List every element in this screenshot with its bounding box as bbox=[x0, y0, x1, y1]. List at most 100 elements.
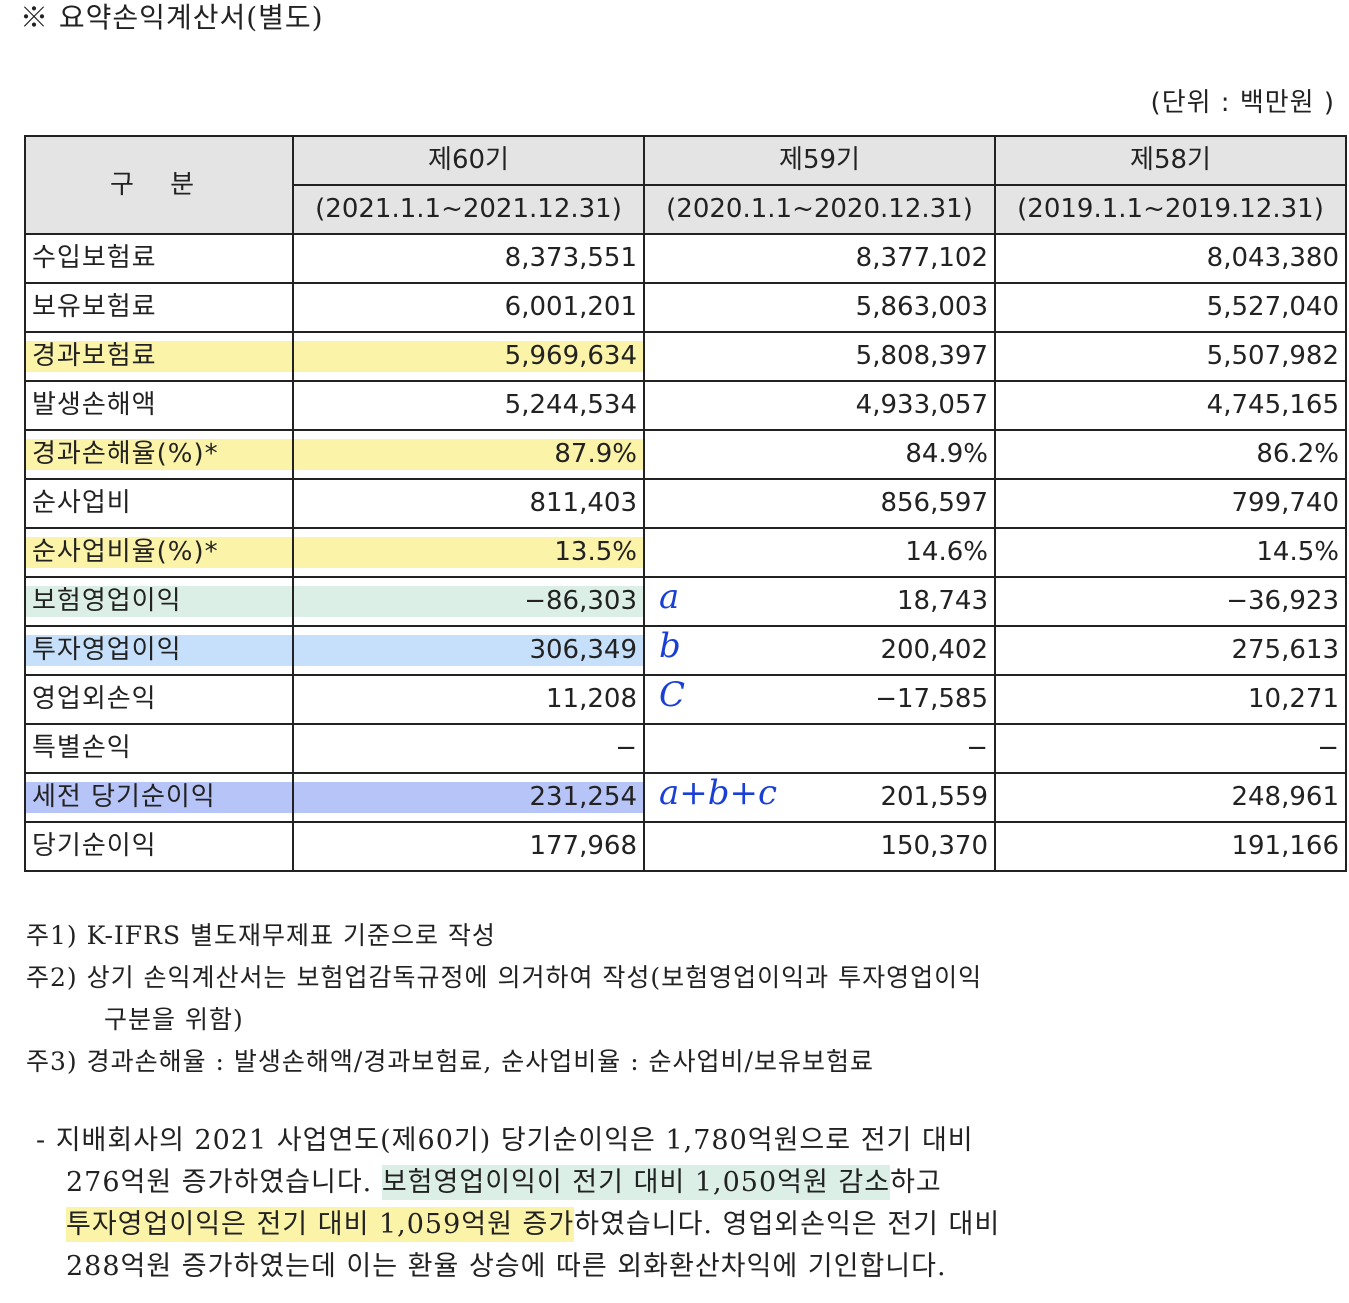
value-text: 14.6% bbox=[905, 537, 988, 567]
value-cell-period-60: − bbox=[292, 723, 645, 774]
note-1: 주1) K-IFRS 별도재무제표 기준으로 작성 bbox=[26, 921, 496, 950]
value-cell-period-58: 10,271 bbox=[994, 674, 1347, 725]
row-label: 보유보험료 bbox=[24, 282, 294, 333]
highlight-bar bbox=[26, 782, 292, 813]
row-label: 세전 당기순이익 bbox=[24, 772, 294, 823]
row-label-text: 경과보험료 bbox=[32, 341, 157, 371]
value-text: 10,271 bbox=[1248, 684, 1339, 714]
value-cell-period-58: −36,923 bbox=[994, 576, 1347, 627]
row-label: 발생손해액 bbox=[24, 380, 294, 431]
value-text: 5,507,982 bbox=[1206, 341, 1339, 371]
table-row: 투자영업이익 306,349 200,402 b 275,613 bbox=[24, 625, 1347, 676]
value-text: 811,403 bbox=[529, 488, 637, 518]
highlight-bar bbox=[294, 635, 643, 666]
value-text: 856,597 bbox=[880, 488, 988, 518]
table-row: 순사업비 811,403 856,597 799,740 bbox=[24, 478, 1347, 529]
value-text: 86.2% bbox=[1256, 439, 1339, 469]
value-cell-period-59: 150,370 bbox=[643, 821, 996, 872]
summary-line-2: 276억원 증가하였습니다. 보험영업이익이 전기 대비 1,050억원 감소하… bbox=[36, 1162, 1336, 1204]
highlight-bar bbox=[26, 586, 292, 617]
value-text: 11,208 bbox=[546, 684, 637, 714]
value-text: 8,043,380 bbox=[1206, 243, 1339, 273]
highlight-insurance-decrease: 보험영업이익이 전기 대비 1,050억원 감소 bbox=[381, 1165, 891, 1200]
highlight-investment-increase: 투자영업이익은 전기 대비 1,059억원 증가 bbox=[66, 1207, 575, 1242]
value-text: 5,863,003 bbox=[855, 292, 988, 322]
row-label: 수입보험료 bbox=[24, 233, 294, 284]
header-category: 구 분 bbox=[24, 135, 294, 235]
value-text: 177,968 bbox=[529, 831, 637, 861]
value-cell-period-59: 8,377,102 bbox=[643, 233, 996, 284]
value-text: 201,559 bbox=[880, 782, 988, 812]
value-cell-period-59: − bbox=[643, 723, 996, 774]
value-cell-period-60: −86,303 bbox=[292, 576, 645, 627]
row-label-text: 수입보험료 bbox=[32, 243, 157, 273]
table-row: 영업외손익 11,208 −17,585 C 10,271 bbox=[24, 674, 1347, 725]
value-cell-period-58: 86.2% bbox=[994, 429, 1347, 480]
summary-line-1: - 지배회사의 2021 사업연도(제60기) 당기순이익은 1,780억원으로… bbox=[36, 1125, 974, 1156]
value-cell-period-60: 5,244,534 bbox=[292, 380, 645, 431]
highlight-bar bbox=[294, 782, 643, 813]
header-row-ranges: (2021.1.1~2021.12.31) (2020.1.1~2020.12.… bbox=[25, 184, 1347, 235]
value-text: − bbox=[1317, 733, 1339, 763]
note-3: 주3) 경과손해율 : 발생손해액/경과보험료, 순사업비율 : 순사업비/보유… bbox=[26, 1047, 874, 1076]
value-cell-period-58: − bbox=[994, 723, 1347, 774]
value-cell-period-59: 14.6% bbox=[643, 527, 996, 578]
header-range-59: (2020.1.1~2020.12.31) bbox=[643, 184, 996, 235]
value-cell-period-59: 18,743 a bbox=[643, 576, 996, 627]
highlight-bar bbox=[294, 341, 643, 372]
highlight-bar bbox=[294, 439, 643, 470]
value-text: 13.5% bbox=[554, 537, 637, 567]
value-cell-period-60: 177,968 bbox=[292, 821, 645, 872]
table-row: 보험영업이익 −86,303 18,743 a −36,923 bbox=[24, 576, 1347, 627]
value-cell-period-60: 306,349 bbox=[292, 625, 645, 676]
value-text: −86,303 bbox=[524, 586, 637, 616]
value-text: 799,740 bbox=[1231, 488, 1339, 518]
value-text: 14.5% bbox=[1256, 537, 1339, 567]
row-label-text: 발생손해액 bbox=[32, 390, 157, 420]
value-text: 200,402 bbox=[880, 635, 988, 665]
value-text: 4,933,057 bbox=[855, 390, 988, 420]
table-body: 수입보험료 8,373,551 8,377,102 8,043,380 보유보험료 6,0… bbox=[24, 233, 1347, 872]
row-label: 투자영업이익 bbox=[24, 625, 294, 676]
highlight-bar bbox=[294, 586, 643, 617]
summary-line-3-b: 하였습니다. 영업외손익은 전기 대비 bbox=[574, 1209, 1001, 1240]
value-cell-period-59: 200,402 b bbox=[643, 625, 996, 676]
value-text: − bbox=[966, 733, 988, 763]
unit-label: (단위 : 백만원 ) bbox=[1150, 88, 1335, 118]
row-label: 영업외손익 bbox=[24, 674, 294, 725]
row-label-text: 당기순이익 bbox=[32, 831, 157, 861]
row-label: 경과손해율(%)* bbox=[24, 429, 294, 480]
row-label-text: 순사업비율(%)* bbox=[32, 537, 219, 567]
value-text: −17,585 bbox=[875, 684, 988, 714]
value-cell-period-59: 201,559 a+b+c bbox=[643, 772, 996, 823]
row-label-text: 특별손익 bbox=[32, 733, 132, 763]
value-text: 8,373,551 bbox=[504, 243, 637, 273]
value-cell-period-60: 8,373,551 bbox=[292, 233, 645, 284]
highlight-bar bbox=[26, 341, 292, 372]
header-range-58: (2019.1.1~2019.12.31) bbox=[994, 184, 1347, 235]
value-text: −36,923 bbox=[1226, 586, 1339, 616]
row-label: 보험영업이익 bbox=[24, 576, 294, 627]
table-row: 보유보험료 6,001,201 5,863,003 5,527,040 bbox=[24, 282, 1347, 333]
note-2-continued: 구분을 위함) bbox=[104, 1005, 244, 1034]
highlight-bar bbox=[26, 635, 292, 666]
table-row: 특별손익 − − − bbox=[24, 723, 1347, 774]
value-cell-period-58: 5,527,040 bbox=[994, 282, 1347, 333]
header-range-60: (2021.1.1~2021.12.31) bbox=[292, 184, 645, 235]
row-label: 경과보험료 bbox=[24, 331, 294, 382]
note-2: 주2) 상기 손익계산서는 보험업감독규정에 의거하여 작성(보험영업이익과 투… bbox=[26, 963, 983, 992]
value-cell-period-60: 87.9% bbox=[292, 429, 645, 480]
value-cell-period-58: 4,745,165 bbox=[994, 380, 1347, 431]
value-cell-period-59: 5,808,397 bbox=[643, 331, 996, 382]
summary-line-4: 288억원 증가하였는데 이는 환율 상승에 따른 외화환산차익에 기인합니다. bbox=[66, 1251, 947, 1282]
table-row: 수입보험료 8,373,551 8,377,102 8,043,380 bbox=[24, 233, 1347, 284]
row-label: 순사업비 bbox=[24, 478, 294, 529]
value-cell-period-60: 11,208 bbox=[292, 674, 645, 725]
value-cell-period-59: 84.9% bbox=[643, 429, 996, 480]
value-text: 231,254 bbox=[529, 782, 637, 812]
value-text: 150,370 bbox=[880, 831, 988, 861]
header-period-60: 제60기 bbox=[292, 135, 645, 186]
page-title: ※ 요약손익계산서(별도) bbox=[20, 1, 324, 34]
value-cell-period-59: −17,585 C bbox=[643, 674, 996, 725]
highlight-bar bbox=[294, 537, 643, 568]
